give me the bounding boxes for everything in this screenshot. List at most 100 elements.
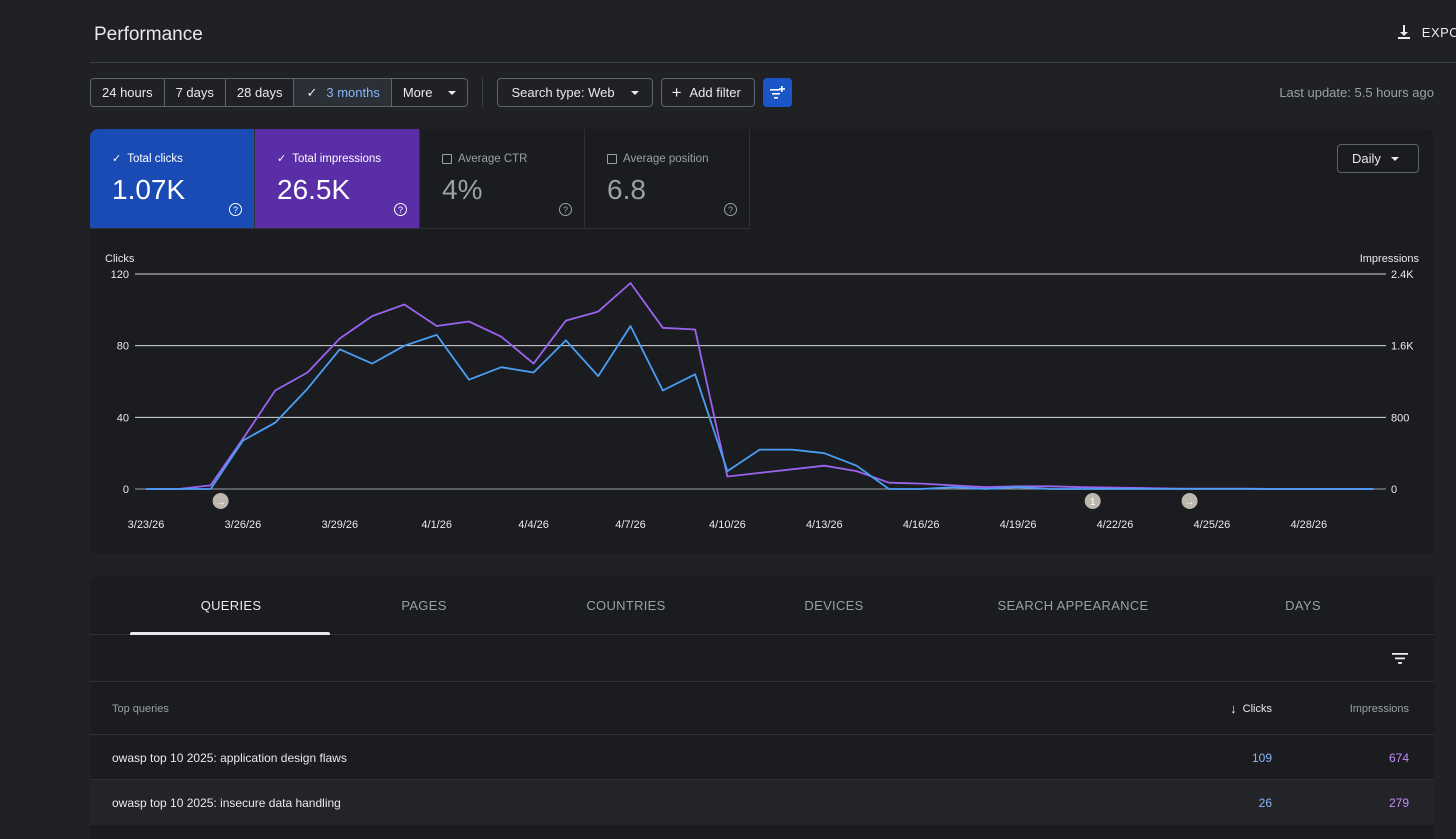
x-tick-label: 4/22/26	[1097, 519, 1134, 531]
performance-chart-card: ✓ Total clicks 1.07K ? ✓ Total impressions…	[90, 129, 1434, 554]
checkbox-checked-icon: ✓	[277, 153, 287, 165]
plus-icon: +	[671, 83, 682, 102]
range-7-days[interactable]: 7 days	[165, 79, 226, 106]
metric-average-ctr[interactable]: Average CTR 4% ?	[420, 129, 585, 229]
clicks-series-line	[146, 325, 1374, 490]
export-button[interactable]: EXPORT	[1396, 24, 1456, 40]
query-cell: owasp top 10 2025: application design fl…	[112, 751, 347, 765]
metric-total-clicks-value: 1.07K	[112, 174, 186, 205]
range-more-label: More	[402, 85, 433, 100]
clicks-cell: 26	[1258, 796, 1272, 810]
impressions-series-line	[146, 282, 1374, 490]
tab-pages[interactable]: PAGES	[401, 598, 447, 613]
metric-average-position-value: 6.8	[607, 174, 646, 205]
y-left-axis-label: Clicks	[105, 253, 135, 265]
x-tick-label: 4/10/26	[709, 519, 746, 531]
column-header-impressions[interactable]: Impressions	[1349, 703, 1409, 715]
range-more-dropdown[interactable]: More	[392, 79, 468, 106]
filter-list-icon[interactable]	[1391, 649, 1409, 667]
checkbox-checked-icon: ✓	[112, 153, 122, 165]
annotation-label: →	[1185, 497, 1195, 508]
granularity-label: Daily	[1352, 151, 1381, 166]
metric-total-impressions-value: 26.5K	[277, 174, 351, 205]
tab-search-appearance[interactable]: SEARCH APPEARANCE	[997, 598, 1149, 613]
x-tick-label: 4/25/26	[1194, 519, 1231, 531]
column-header-clicks[interactable]: ↓ Clicks	[1230, 701, 1272, 716]
impressions-cell: 674	[1388, 751, 1409, 765]
add-filter-button[interactable]: + Add filter	[660, 78, 755, 107]
performance-line-chart: Clicks Impressions 120 2.4K 80 1.6K 40 800 0 0 3…	[105, 253, 1420, 531]
metric-total-impressions[interactable]: ✓ Total impressions 26.5K ?	[255, 129, 420, 229]
x-tick-label: 3/23/26	[128, 519, 165, 531]
metric-average-ctr-value: 4%	[442, 174, 483, 205]
metric-label-row: ✓ Total impressions	[277, 153, 381, 165]
metric-average-position-label: Average position	[623, 153, 709, 165]
y-right-axis-label: Impressions	[1360, 253, 1420, 265]
metric-average-position[interactable]: Average position 6.8 ?	[585, 129, 750, 229]
search-type-dropdown[interactable]: Search type: Web	[497, 78, 653, 107]
x-tick-label: 4/28/26	[1290, 519, 1327, 531]
check-icon: ✓	[306, 84, 318, 100]
annotation-marker	[1181, 493, 1198, 509]
help-icon[interactable]: ?	[724, 203, 737, 216]
range-28-days[interactable]: 28 days	[226, 79, 295, 106]
tab-queries[interactable]: QUERIES	[200, 598, 262, 613]
x-tick-label: 4/7/26	[615, 519, 646, 531]
date-range-selector: 24 hours 7 days 28 days ✓ 3 months More	[90, 78, 469, 107]
active-tab-indicator	[130, 632, 330, 635]
x-tick-label: 3/26/26	[225, 519, 262, 531]
checkbox-unchecked-icon	[442, 154, 452, 164]
metric-total-clicks[interactable]: ✓ Total clicks 1.07K ?	[90, 129, 255, 229]
annotation-label: 1	[1090, 497, 1096, 508]
query-cell: owasp top 10 2025: insecure data handlin…	[112, 796, 341, 810]
y-left-tick-label: 40	[117, 412, 129, 424]
chevron-down-icon	[630, 90, 639, 95]
y-left-tick-label: 0	[123, 484, 129, 496]
granularity-dropdown[interactable]: Daily	[1337, 144, 1419, 173]
x-tick-label: 4/4/26	[518, 519, 549, 531]
y-left-tick-label: 80	[117, 341, 129, 353]
range-3-months-label: 3 months	[326, 85, 380, 100]
column-header-top-queries: Top queries	[112, 703, 169, 715]
x-tick-label: 3/29/26	[321, 519, 358, 531]
tab-countries[interactable]: COUNTRIES	[586, 598, 666, 613]
help-icon[interactable]: ?	[394, 203, 407, 216]
annotation-marker	[212, 493, 229, 509]
impressions-cell: 279	[1388, 796, 1409, 810]
table-header: Top queries ↓ Clicks Impressions	[90, 683, 1434, 735]
y-right-tick-label: 0	[1391, 484, 1397, 496]
checkbox-unchecked-icon	[607, 154, 617, 164]
y-right-tick-label: 2.4K	[1391, 269, 1414, 281]
metric-average-ctr-label: Average CTR	[458, 153, 528, 165]
search-type-label: Search type: Web	[511, 85, 615, 100]
toolbar-divider	[482, 78, 484, 107]
table-filter-bar	[90, 635, 1434, 682]
table-row[interactable]: owasp top 10 2025: insecure data handlin…	[90, 780, 1434, 825]
tab-days[interactable]: DAYS	[1285, 598, 1321, 613]
performance-page: Performance EXPORT 24 hours 7 days 28 da…	[90, 0, 1456, 839]
tab-devices[interactable]: DEVICES	[804, 598, 864, 613]
metric-total-clicks-label: Total clicks	[127, 153, 183, 165]
help-icon[interactable]: ?	[229, 203, 242, 216]
filter-settings-button[interactable]	[762, 78, 792, 107]
y-right-tick-label: 1.6K	[1391, 341, 1414, 353]
chevron-down-icon	[1390, 156, 1399, 161]
chevron-down-icon	[448, 90, 457, 95]
range-24-hours[interactable]: 24 hours	[91, 79, 165, 106]
x-tick-label: 4/16/26	[903, 519, 940, 531]
table-row[interactable]: owasp top 10 2025: application design fl…	[90, 735, 1434, 780]
annotation-marker	[1084, 493, 1101, 509]
download-icon	[1397, 25, 1410, 39]
metric-label-row: Average CTR	[442, 153, 527, 165]
export-label: EXPORT	[1421, 24, 1456, 40]
range-3-months[interactable]: ✓ 3 months	[294, 79, 392, 106]
y-right-tick-label: 800	[1391, 412, 1409, 424]
filter-settings-icon	[770, 85, 786, 99]
metric-label-row: Average position	[607, 153, 708, 165]
page-title: Performance	[94, 24, 203, 45]
chart-plot-area: 120 2.4K 80 1.6K 40 800 0 0 3/23/26 3/26/26 3/29/2…	[111, 269, 1415, 531]
add-filter-label: Add filter	[689, 85, 741, 100]
x-tick-label: 4/19/26	[1000, 519, 1037, 531]
y-left-tick-label: 120	[111, 269, 129, 281]
help-icon[interactable]: ?	[559, 203, 572, 216]
